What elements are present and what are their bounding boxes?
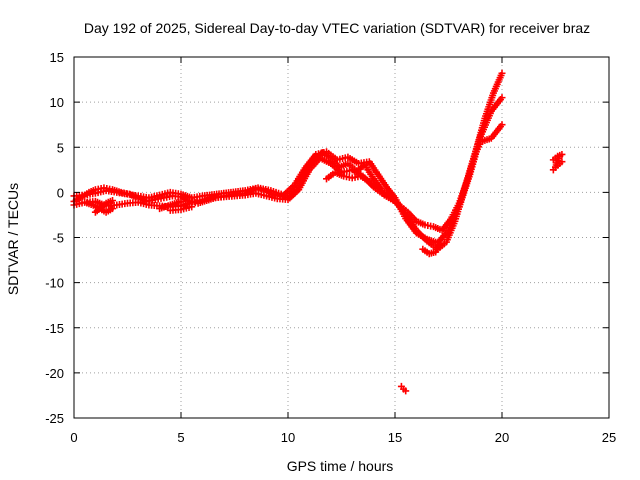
y-tick-label: -5 bbox=[52, 231, 64, 246]
track-5 bbox=[156, 197, 185, 213]
grid bbox=[74, 57, 609, 418]
x-tick-label: 5 bbox=[177, 430, 184, 445]
axis-ticks: 0 5 10 15 20 25 -25 -20 -15 -10 -5 0 5 10 15 bbox=[45, 50, 616, 445]
track-4 bbox=[91, 196, 117, 216]
data-point bbox=[109, 205, 117, 213]
data-point bbox=[402, 387, 410, 395]
data-points bbox=[70, 69, 566, 395]
track-11 bbox=[552, 152, 564, 171]
data-point bbox=[436, 241, 444, 249]
track-8 bbox=[419, 241, 444, 258]
chart-title: Day 192 of 2025, Sidereal Day-to-day VTE… bbox=[84, 20, 590, 36]
y-tick-label: -10 bbox=[45, 276, 64, 291]
track-12 bbox=[397, 382, 410, 395]
data-point bbox=[556, 152, 564, 160]
y-tick-label: 5 bbox=[57, 140, 64, 155]
y-tick-label: 10 bbox=[50, 95, 64, 110]
x-tick-label: 15 bbox=[388, 430, 402, 445]
x-tick-label: 0 bbox=[70, 430, 77, 445]
track-6 bbox=[166, 203, 196, 214]
track-1 bbox=[70, 94, 506, 253]
x-tick-label: 10 bbox=[281, 430, 295, 445]
data-point bbox=[109, 196, 117, 204]
data-point bbox=[374, 184, 382, 192]
data-point bbox=[498, 121, 506, 129]
y-tick-label: -25 bbox=[45, 411, 64, 426]
y-tick-label: -15 bbox=[45, 321, 64, 336]
y-tick-label: 15 bbox=[50, 50, 64, 65]
x-tick-label: 20 bbox=[495, 430, 509, 445]
y-tick-label: 0 bbox=[57, 185, 64, 200]
data-point bbox=[498, 94, 506, 102]
y-tick-label: -20 bbox=[45, 366, 64, 381]
data-point bbox=[558, 158, 566, 166]
y-axis-label: SDTVAR / TECUs bbox=[5, 183, 21, 295]
x-axis-label: GPS time / hours bbox=[287, 458, 394, 474]
track-7 bbox=[323, 169, 382, 192]
x-tick-label: 25 bbox=[602, 430, 616, 445]
data-point bbox=[177, 197, 185, 205]
track-2 bbox=[70, 121, 506, 247]
data-point bbox=[188, 203, 196, 211]
data-point bbox=[498, 69, 506, 77]
